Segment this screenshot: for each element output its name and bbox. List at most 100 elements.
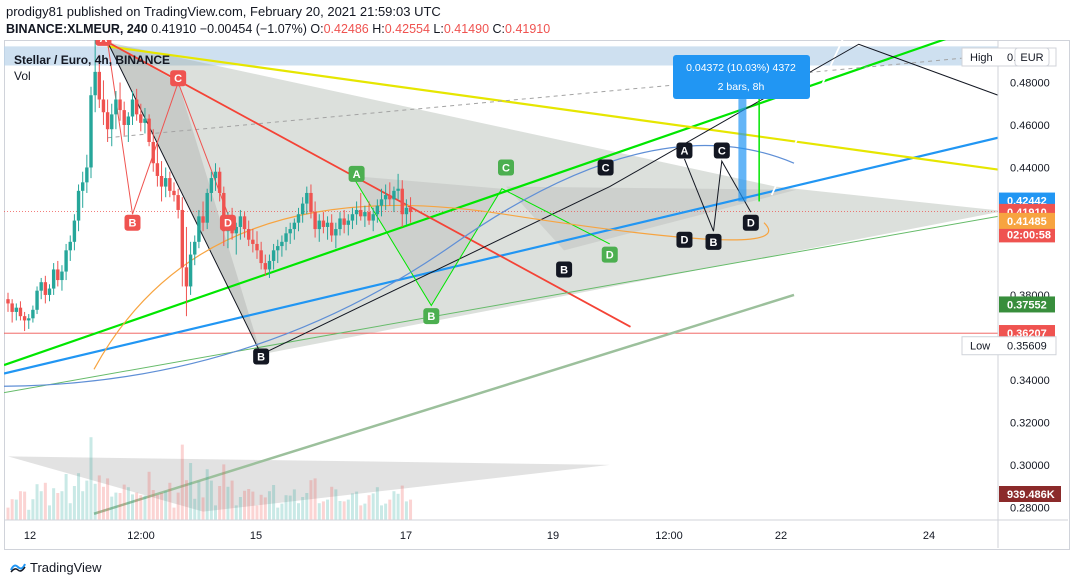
pattern-label-box xyxy=(170,70,187,87)
volume-bar xyxy=(64,474,68,520)
candle-body xyxy=(176,195,180,210)
pattern-label-box xyxy=(713,142,730,159)
pattern-label-box xyxy=(348,165,365,182)
volume-bar xyxy=(155,494,159,520)
volume-bar xyxy=(10,499,14,520)
volume-bar xyxy=(52,488,56,520)
candle-body xyxy=(205,192,209,223)
candle-body xyxy=(247,229,251,240)
currency-label[interactable]: EUR xyxy=(1020,52,1043,64)
candle-body xyxy=(143,118,147,123)
volume-bar xyxy=(263,497,267,520)
candle-body xyxy=(56,269,60,281)
volume-bar xyxy=(342,501,346,520)
pattern-label-box xyxy=(423,308,440,325)
ma-line-orange xyxy=(93,204,770,370)
volume-bar xyxy=(131,494,134,520)
candle-body xyxy=(371,214,375,221)
candle-body xyxy=(85,167,89,183)
black-zigzag xyxy=(107,41,998,356)
pattern-label-box xyxy=(676,231,693,248)
pattern-label-box xyxy=(253,348,270,365)
price-marker-tag: Low xyxy=(970,341,990,353)
volume-bar xyxy=(168,482,172,520)
pattern-label-box xyxy=(498,159,514,176)
small-xabcd xyxy=(683,158,752,232)
volume-bars xyxy=(6,437,413,520)
volume-bar xyxy=(272,485,276,520)
x-tick-label: 19 xyxy=(547,530,559,542)
candle-body xyxy=(309,192,313,213)
volume-legend: Vol xyxy=(14,69,31,83)
volume-bar xyxy=(222,464,226,520)
candle-body xyxy=(213,171,218,179)
measure-line-1: 0.04372 (10.03%) 4372 xyxy=(686,62,796,74)
candle-body xyxy=(89,95,93,168)
volume-bar xyxy=(359,505,363,520)
x-tick-label: 22 xyxy=(775,530,787,542)
price-badge-box xyxy=(999,226,1055,243)
pattern-label-box xyxy=(601,246,618,263)
candle-body xyxy=(6,299,10,304)
triangle-fill xyxy=(107,42,998,355)
volume-bar xyxy=(18,491,22,520)
candle-body xyxy=(217,171,222,193)
chart-drawings xyxy=(4,40,998,515)
candle-body xyxy=(105,112,110,130)
volume-bar xyxy=(338,501,342,520)
volume-bar xyxy=(218,486,222,520)
tradingview-logo-icon xyxy=(10,563,26,573)
candle-body xyxy=(64,250,68,272)
candle-body xyxy=(367,212,371,221)
candle-body xyxy=(31,309,35,319)
y-tick-label: 0.30000 xyxy=(1010,460,1050,472)
volume-bar xyxy=(392,491,396,520)
candle-body xyxy=(259,250,263,264)
candle-body xyxy=(184,267,189,287)
volume-bar xyxy=(388,499,392,520)
volume-bar xyxy=(371,493,375,520)
pattern-label-text: B xyxy=(560,264,568,276)
volume-bar xyxy=(375,487,379,520)
candle-body xyxy=(396,188,400,191)
dashed-median-line xyxy=(107,54,998,139)
volume-bar xyxy=(226,486,230,520)
volume-bar xyxy=(214,505,217,520)
chart-legend-title: Stellar / Euro, 4h, BINANCE xyxy=(14,53,170,67)
candle-body xyxy=(251,239,255,244)
candle-body xyxy=(93,71,97,96)
candle-body xyxy=(159,175,164,187)
candle-body xyxy=(363,212,367,217)
candle-body xyxy=(164,178,168,187)
price-axis[interactable]: 0.480000.460000.440000.380000.340000.320… xyxy=(1010,77,1050,514)
volume-bar xyxy=(330,486,334,520)
price-chart[interactable]: A C B D A C B D B C B A C D B D 0.04372 (10.03%) 4372 2… xyxy=(4,40,1068,548)
red-trendline xyxy=(107,41,631,328)
volume-bar xyxy=(321,501,325,520)
candle-body xyxy=(10,303,14,312)
pattern-label-text: A xyxy=(99,40,107,45)
x-tick-label: 12:00 xyxy=(127,530,155,542)
candle-body xyxy=(284,233,288,242)
price-marker-value: 0.35609 xyxy=(1007,341,1047,353)
volume-bar xyxy=(56,493,60,520)
x-tick-label: 24 xyxy=(923,530,935,542)
time-axis[interactable]: 12 12:00 15 17 19 12:00 22 24 xyxy=(24,530,935,542)
volume-badge-box xyxy=(999,486,1061,502)
currency-button-box[interactable] xyxy=(1014,47,1050,67)
candle-body xyxy=(325,222,330,227)
volume-bar xyxy=(209,480,213,520)
candle-body xyxy=(255,243,259,251)
volume-bar xyxy=(197,481,201,520)
volume-bar xyxy=(346,499,350,520)
candle-body xyxy=(321,220,326,227)
candle-body xyxy=(342,218,346,225)
candle-body xyxy=(47,288,52,295)
volume-bar xyxy=(139,495,143,520)
candle-body xyxy=(118,99,122,111)
pattern-label-text: D xyxy=(606,250,614,262)
currency-button[interactable]: EUR xyxy=(1014,47,1050,67)
measure-bar xyxy=(738,82,747,202)
y-tick-label: 0.46000 xyxy=(1010,120,1050,132)
price-badge-box xyxy=(999,212,1055,229)
